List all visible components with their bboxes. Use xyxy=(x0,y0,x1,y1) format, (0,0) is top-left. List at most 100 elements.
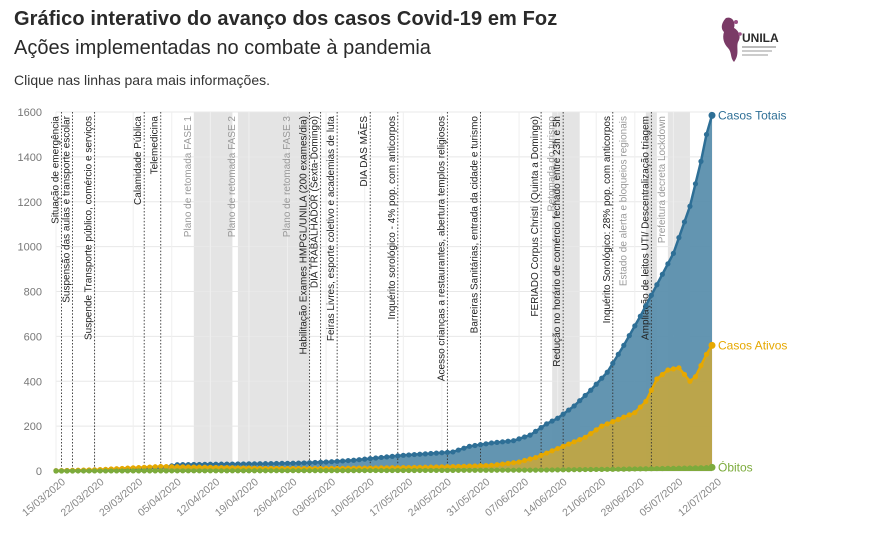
series-point[interactable] xyxy=(279,468,285,474)
series-point[interactable] xyxy=(284,460,291,466)
series-point[interactable] xyxy=(240,461,247,467)
series-point[interactable] xyxy=(466,463,473,469)
series-point[interactable] xyxy=(378,454,384,461)
series-point[interactable] xyxy=(378,467,384,474)
series-point[interactable] xyxy=(125,468,131,474)
series-point[interactable] xyxy=(571,403,577,409)
series-point[interactable] xyxy=(494,462,500,468)
series-point[interactable] xyxy=(477,442,484,448)
series-point[interactable] xyxy=(615,416,621,422)
series-point[interactable] xyxy=(262,461,269,467)
series-point[interactable] xyxy=(312,459,318,466)
series-point[interactable] xyxy=(461,467,467,473)
series-point[interactable] xyxy=(163,464,169,470)
series-point[interactable] xyxy=(86,468,92,474)
series-point[interactable] xyxy=(521,434,528,440)
series-point[interactable] xyxy=(604,421,610,427)
series-point[interactable] xyxy=(58,468,65,474)
series-point[interactable] xyxy=(593,427,599,433)
series-point[interactable] xyxy=(582,392,588,399)
series-point[interactable] xyxy=(284,468,291,474)
series-point[interactable] xyxy=(428,467,434,474)
series-point[interactable] xyxy=(251,461,258,467)
series-point[interactable] xyxy=(593,381,599,387)
series-point[interactable] xyxy=(599,423,605,429)
series-point[interactable] xyxy=(654,465,660,472)
series-point[interactable] xyxy=(163,468,169,474)
series-point[interactable] xyxy=(698,158,704,164)
series-point[interactable] xyxy=(461,445,467,451)
series-point[interactable] xyxy=(637,466,643,472)
series-point[interactable] xyxy=(643,398,649,405)
annotation-label[interactable]: Plano de retomada FASE 2 xyxy=(227,116,238,238)
annotation-label[interactable]: Estado de alerta e bloqueios regionais xyxy=(618,116,629,286)
series-point[interactable] xyxy=(599,375,605,381)
series-point[interactable] xyxy=(196,468,202,474)
series-point[interactable] xyxy=(566,467,572,473)
series-point[interactable] xyxy=(670,366,677,372)
annotation-label[interactable]: DIA DAS MÃES xyxy=(357,116,370,187)
series-point[interactable] xyxy=(687,378,693,384)
series-point[interactable] xyxy=(544,450,550,456)
series-point[interactable] xyxy=(692,465,699,471)
series-point[interactable] xyxy=(538,467,544,473)
series-point[interactable] xyxy=(626,412,632,418)
series-point[interactable] xyxy=(488,462,495,468)
series-point[interactable] xyxy=(560,411,566,417)
series-point[interactable] xyxy=(604,369,610,375)
series-point[interactable] xyxy=(301,468,307,474)
series-point[interactable] xyxy=(235,468,241,474)
series-point[interactable] xyxy=(295,468,302,474)
series-point[interactable] xyxy=(290,460,296,466)
series-point[interactable] xyxy=(494,439,500,445)
series-point[interactable] xyxy=(659,371,665,378)
series-point[interactable] xyxy=(356,457,362,463)
series-point[interactable] xyxy=(687,203,693,209)
series-point[interactable] xyxy=(147,464,153,470)
series-point[interactable] xyxy=(257,461,263,467)
series-point[interactable] xyxy=(483,467,489,473)
series-point[interactable] xyxy=(318,468,324,474)
series-point[interactable] xyxy=(538,425,544,431)
series-point[interactable] xyxy=(306,460,313,466)
series-point[interactable] xyxy=(356,467,362,474)
annotation-label[interactable]: Feiras Livres, esporte coletivo e academ… xyxy=(326,116,337,342)
series-point[interactable] xyxy=(207,468,213,474)
annotation-label[interactable]: Suspende Transporte público, comércio e … xyxy=(84,116,95,340)
series-end-point[interactable] xyxy=(708,463,716,471)
series-point[interactable] xyxy=(114,468,120,474)
series-point[interactable] xyxy=(632,323,638,329)
series-point[interactable] xyxy=(610,360,616,366)
series-point[interactable] xyxy=(108,468,114,474)
series-point[interactable] xyxy=(532,454,539,461)
series-point[interactable] xyxy=(676,365,682,371)
series-point[interactable] xyxy=(373,455,379,461)
annotation-label[interactable]: Inquérito Sorológico: 28% pop. com antic… xyxy=(602,116,613,323)
series-point[interactable] xyxy=(389,453,395,459)
series-point[interactable] xyxy=(218,468,224,474)
series-point[interactable] xyxy=(582,466,588,473)
series-point[interactable] xyxy=(406,452,412,458)
series-point[interactable] xyxy=(91,468,98,474)
series-point[interactable] xyxy=(433,467,439,474)
series-point[interactable] xyxy=(422,467,428,474)
series-point[interactable] xyxy=(566,441,572,447)
series-point[interactable] xyxy=(593,466,599,473)
series-point[interactable] xyxy=(384,467,390,474)
series-point[interactable] xyxy=(499,439,506,445)
series-point[interactable] xyxy=(444,464,450,470)
series-point[interactable] xyxy=(510,460,517,466)
series-point[interactable] xyxy=(444,467,450,473)
series-point[interactable] xyxy=(180,464,186,470)
series-point[interactable] xyxy=(681,371,688,378)
series-point[interactable] xyxy=(136,468,142,474)
series-point[interactable] xyxy=(571,439,577,445)
series-point[interactable] xyxy=(610,419,616,425)
series-point[interactable] xyxy=(577,436,583,443)
series-point[interactable] xyxy=(191,464,197,470)
series-point[interactable] xyxy=(626,333,632,339)
series-point[interactable] xyxy=(527,467,533,473)
series-point[interactable] xyxy=(273,460,280,467)
series-point[interactable] xyxy=(257,468,263,474)
series-point[interactable] xyxy=(185,468,191,474)
